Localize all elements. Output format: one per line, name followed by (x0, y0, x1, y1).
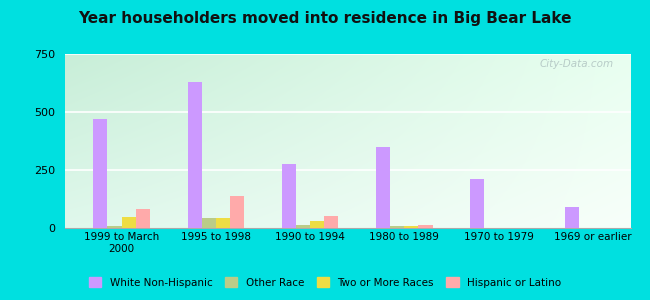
Bar (136, 209, 150, 228)
Bar (122, 217, 136, 228)
Bar (202, 218, 216, 228)
Bar (404, 226, 419, 228)
Bar (499, 227, 513, 228)
Bar (188, 82, 202, 228)
Bar (107, 226, 122, 228)
Bar (513, 227, 526, 228)
Bar (564, 207, 579, 228)
Bar (216, 218, 230, 228)
Bar (324, 216, 338, 228)
Bar (470, 179, 484, 228)
Bar (94, 119, 107, 228)
Text: Year householders moved into residence in Big Bear Lake: Year householders moved into residence i… (78, 11, 572, 26)
Bar (390, 226, 404, 228)
Bar (230, 196, 244, 228)
Bar (310, 221, 324, 228)
Bar (593, 227, 607, 228)
Bar (607, 227, 621, 228)
Bar (376, 147, 390, 228)
Bar (281, 164, 296, 228)
Legend: White Non-Hispanic, Other Race, Two or More Races, Hispanic or Latino: White Non-Hispanic, Other Race, Two or M… (84, 273, 566, 292)
Bar (296, 224, 310, 228)
Bar (484, 227, 499, 228)
Bar (578, 227, 593, 228)
Bar (419, 224, 433, 228)
Text: City-Data.com: City-Data.com (540, 59, 614, 69)
